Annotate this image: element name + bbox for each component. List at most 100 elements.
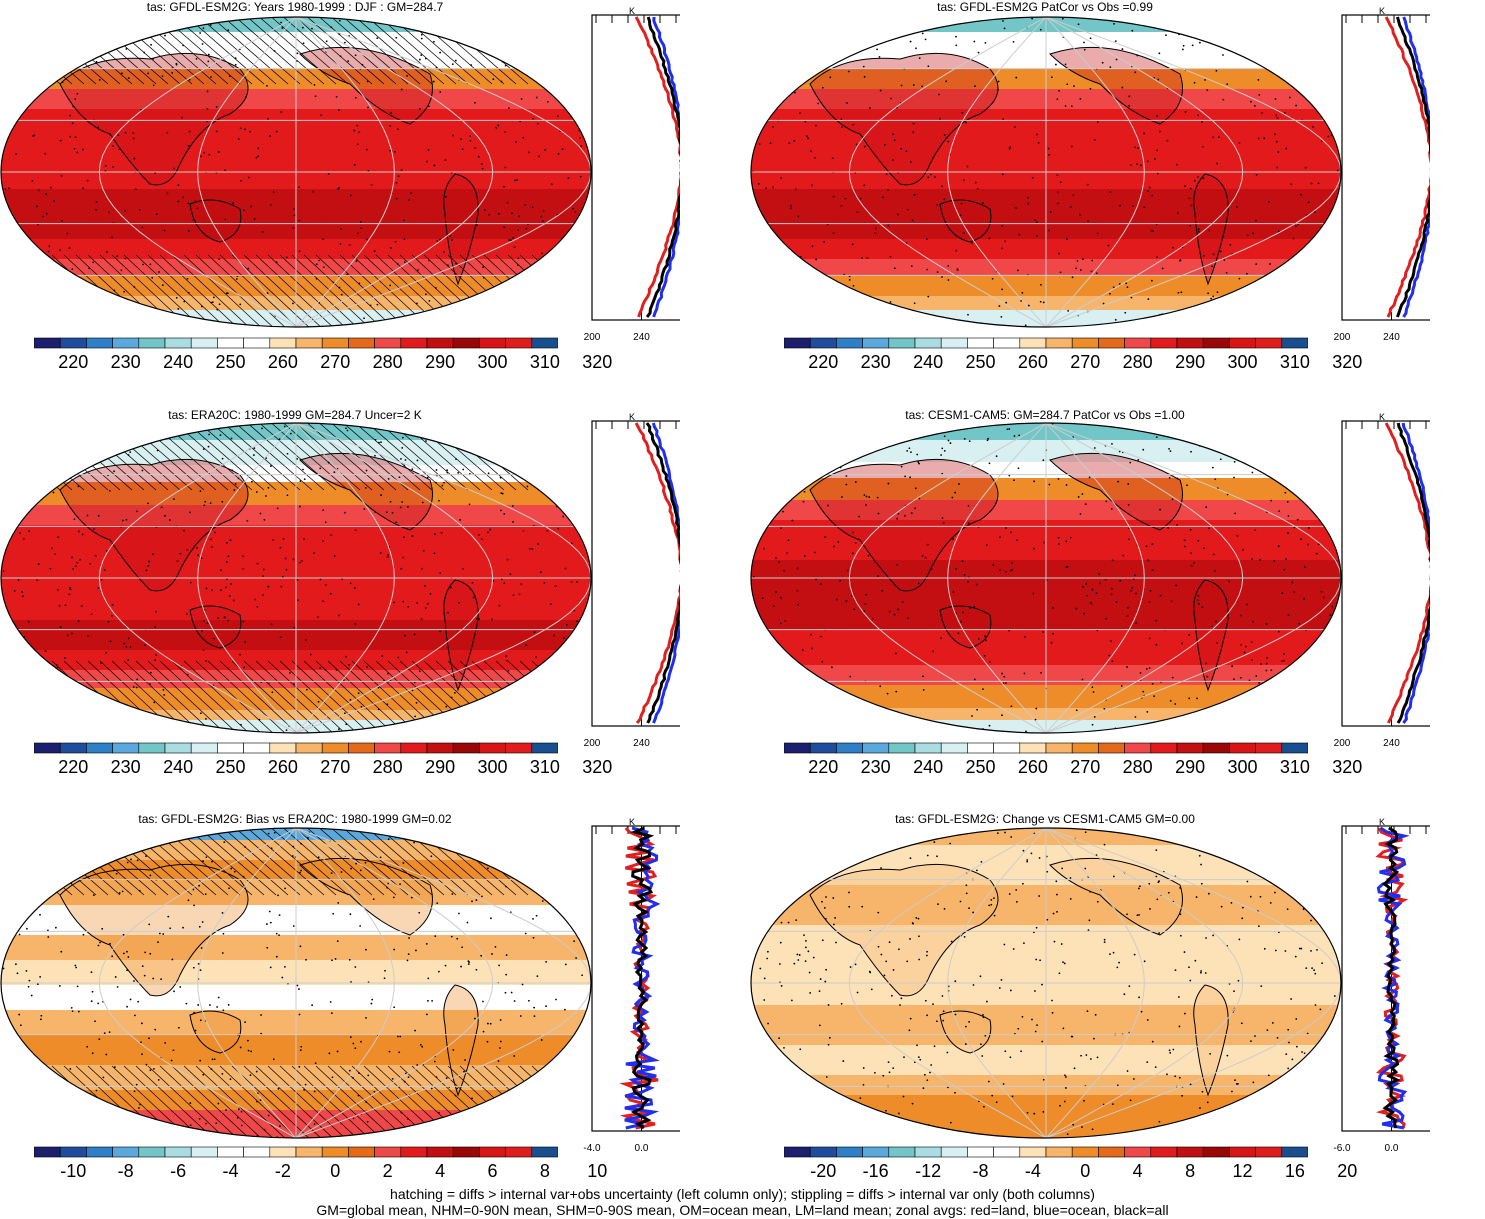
stipple-dot (490, 917, 492, 920)
stipple-dot (574, 211, 577, 213)
hatch-line (183, 660, 265, 733)
stipple-dot (33, 874, 35, 876)
stipple-dot (154, 1028, 157, 1031)
stipple-dot (1077, 23, 1080, 26)
profile-x-label: 0.0 (635, 1143, 649, 1154)
colorbar-swatch (295, 337, 323, 349)
stipple-dot (961, 560, 964, 563)
stipple-dot (856, 991, 859, 994)
stipple-dot (250, 480, 253, 483)
stipple-dot (919, 1058, 922, 1061)
hatch-line (219, 423, 301, 491)
hatch-line (195, 1065, 277, 1138)
stipple-dot (1240, 1105, 1243, 1107)
stipple-dot (535, 34, 538, 37)
stipple-dot (933, 1045, 936, 1048)
stipple-dot (1303, 1052, 1306, 1055)
hatch-line (207, 660, 289, 733)
profile-x-label: -4.0 (583, 1143, 601, 1154)
colorbar-tick-label: 6 (487, 1161, 498, 1181)
stipple-dot (259, 1099, 262, 1102)
stipple-dot (986, 1000, 988, 1003)
stipple-dot (1188, 966, 1190, 969)
stipple-dot (349, 1036, 352, 1039)
stipple-dot (1158, 52, 1161, 55)
stipple-dot (257, 155, 260, 158)
colorbar-swatch (1229, 742, 1256, 754)
stipple-dot (356, 124, 359, 127)
stipple-dot (128, 1129, 131, 1132)
stipple-dot (19, 1024, 22, 1027)
stipple-dot (1084, 867, 1087, 870)
stipple-dot (1, 1121, 3, 1123)
stipple-dot (1190, 564, 1193, 567)
stipple-dot (1096, 1056, 1099, 1059)
stipple-dot (1314, 972, 1317, 975)
stipple-dot (280, 21, 282, 24)
stipple-dot (772, 125, 774, 128)
stipple-dot (18, 907, 21, 910)
stipple-dot (844, 22, 847, 25)
stipple-dot (513, 1000, 516, 1002)
stipple-dot (843, 716, 846, 719)
stipple-dot (1280, 660, 1283, 663)
stipple-dot (463, 1070, 465, 1073)
stipple-dot (427, 999, 429, 1002)
stipple-dot (1222, 235, 1225, 238)
stipple-dot (350, 867, 352, 870)
stipple-dot (1012, 40, 1015, 43)
stipple-dot (1253, 104, 1256, 107)
stipple-dot (837, 855, 839, 858)
stipple-dot (1214, 834, 1217, 836)
stipple-dot (1273, 133, 1276, 136)
stipple-dot (489, 1022, 492, 1025)
colorbar-swatch (400, 742, 428, 754)
stipple-dot (332, 912, 335, 915)
stipple-dot (80, 605, 83, 607)
stipple-dot (228, 887, 230, 890)
stipple-dot (479, 23, 482, 26)
stipple-dot (330, 872, 333, 875)
stipple-dot (938, 93, 940, 96)
stipple-dot (771, 1098, 774, 1100)
stipple-dot (269, 465, 272, 467)
stipple-dot (92, 894, 95, 897)
coastline (299, 46, 433, 125)
colorbar-tick-label: -10 (60, 1161, 87, 1181)
stipple-dot (72, 567, 74, 570)
stipple-dot (227, 555, 230, 558)
stipple-dot (395, 521, 398, 524)
hatch-line (207, 17, 289, 85)
profile-unit-label: K (1379, 817, 1385, 827)
stipple-dot (284, 557, 287, 560)
stipple-dot (1124, 311, 1127, 314)
stipple-dot (790, 999, 793, 1002)
stipple-dot (71, 268, 74, 271)
hatch-line (171, 660, 253, 733)
stipple-dot (962, 179, 965, 182)
coastline (59, 52, 249, 186)
stipple-dot (98, 78, 101, 81)
stipple-dot (958, 483, 960, 485)
hatch-line (1, 17, 61, 85)
stipple-dot (528, 278, 531, 281)
stipple-dot (1190, 552, 1193, 554)
stipple-dot (767, 1022, 769, 1025)
hatch-line (219, 1065, 301, 1138)
map-border (750, 16, 1342, 328)
stipple-dot (1123, 993, 1126, 996)
stipple-dot (1313, 246, 1316, 248)
stipple-dot (1025, 730, 1027, 733)
stipple-dot (861, 304, 863, 307)
stipple-dot (1211, 265, 1213, 268)
colorbar-swatch (243, 742, 271, 754)
zonal-mean-line (645, 422, 680, 724)
stipple-dot (393, 601, 395, 604)
stipple-dot (771, 323, 773, 326)
stipple-dot (322, 600, 325, 603)
stipple-dot (795, 881, 798, 884)
stipple-dot (33, 1080, 36, 1083)
stipple-dot (842, 450, 845, 453)
stipple-dot (856, 211, 859, 214)
stipple-dot (836, 425, 839, 428)
